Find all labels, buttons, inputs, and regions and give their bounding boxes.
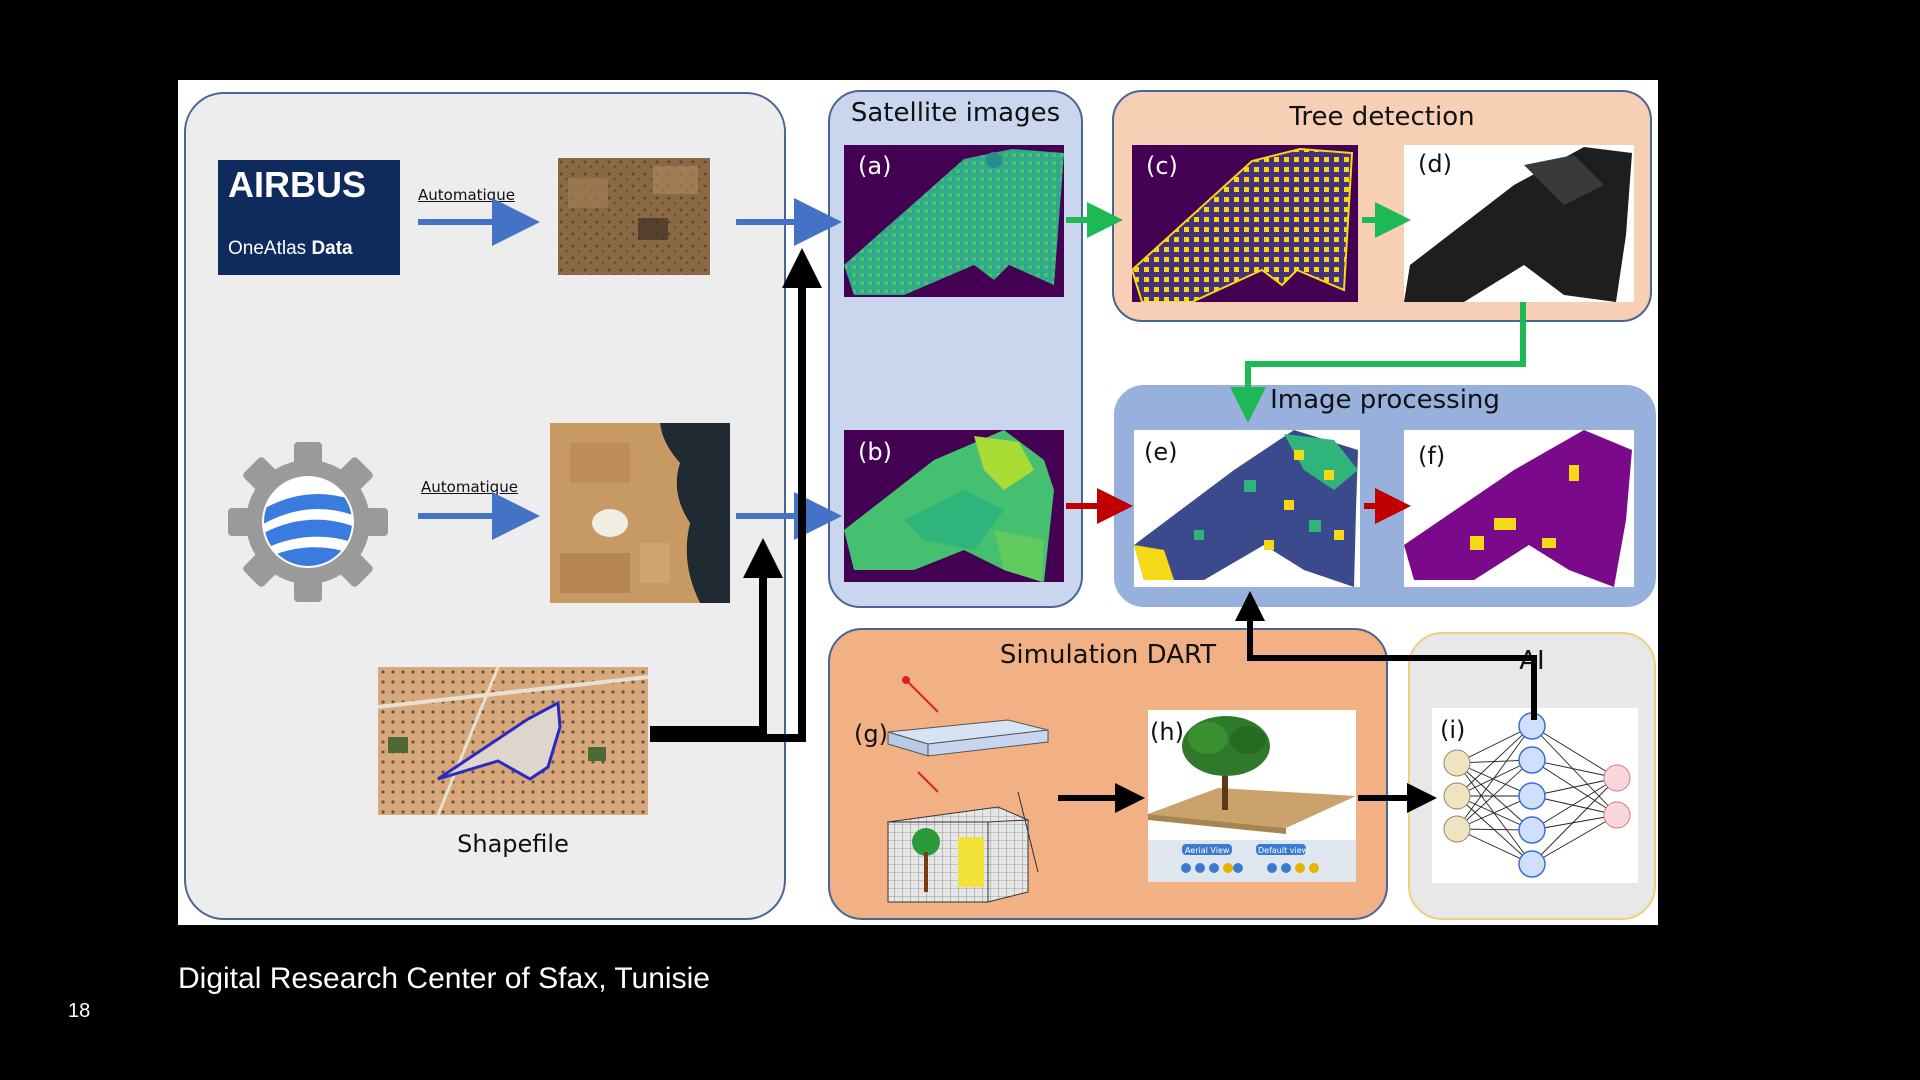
- dart-scene-diagram-g: [878, 672, 1068, 917]
- airbus-logo-text: AIRBUS: [228, 164, 367, 205]
- shapefile-thumbnail: [378, 667, 648, 815]
- slide-number: 18: [68, 1000, 91, 1022]
- dart-tree-render-h: Aerial View Default view: [1148, 710, 1356, 882]
- shapefile-label: Shapefile: [457, 830, 569, 858]
- slide-caption: Digital Research Center of Sfax, Tunisie: [178, 962, 710, 995]
- arrow-shapefile-to-bottom: [650, 538, 783, 734]
- satellite-image-b: [844, 430, 1064, 582]
- satellite-images-title: Satellite images: [850, 98, 1061, 128]
- default-view-button: Default view: [1258, 846, 1309, 855]
- label-h: (h): [1150, 718, 1184, 746]
- label-c: (c): [1146, 152, 1178, 180]
- gee-satellite-thumbnail: [550, 423, 730, 603]
- label-i: (i): [1440, 716, 1466, 744]
- label-e: (e): [1144, 438, 1178, 466]
- arrow-ai-to-processing: [1235, 591, 1537, 720]
- tree-detection-title: Tree detection: [1289, 102, 1475, 132]
- automatique-label-1: Automatique: [418, 186, 515, 204]
- oneatlas-data-text: OneAtlas Data: [228, 238, 353, 259]
- arrows-overlay: [418, 198, 1537, 813]
- aerial-view-button: Aerial View: [1185, 846, 1230, 855]
- image-processing-image-f: [1404, 430, 1634, 587]
- label-g: (g): [854, 720, 888, 748]
- tree-detection-image-d: [1404, 145, 1634, 302]
- image-processing-title: Image processing: [1270, 385, 1500, 415]
- tree-detection-image-c: [1132, 145, 1358, 302]
- label-d: (d): [1418, 150, 1452, 178]
- label-f: (f): [1418, 442, 1446, 470]
- google-earth-engine-icon: [228, 442, 388, 602]
- airbus-satellite-thumbnail: [558, 158, 710, 275]
- workflow-figure: Satellite images Tree detection Image pr…: [178, 80, 1658, 925]
- automatique-label-2: Automatique: [421, 478, 518, 496]
- neural-network-diagram-i: [1432, 708, 1638, 883]
- satellite-image-a: [844, 145, 1064, 297]
- label-a: (a): [858, 152, 892, 180]
- arrow-shapefile-to-top: [650, 248, 822, 742]
- simulation-dart-title: Simulation DART: [999, 640, 1217, 670]
- airbus-oneatlas-logo: AIRBUS OneAtlas Data: [218, 160, 400, 275]
- arrow-d-to-processing: [1230, 302, 1526, 423]
- image-processing-image-e: [1134, 430, 1360, 587]
- label-b: (b): [858, 438, 892, 466]
